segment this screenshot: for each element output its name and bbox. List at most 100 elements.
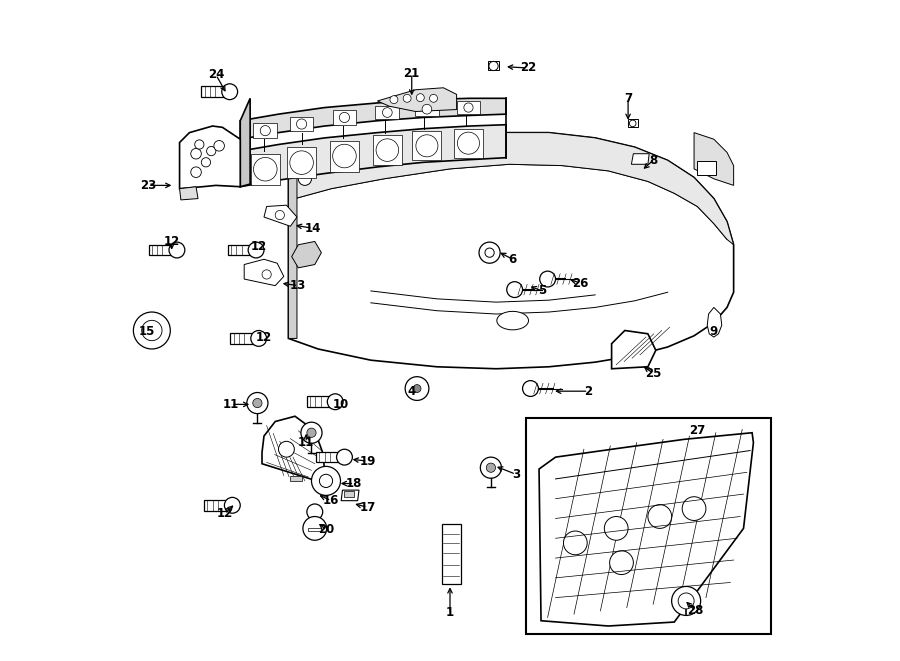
Text: 13: 13 xyxy=(290,279,306,292)
Circle shape xyxy=(262,270,271,279)
Bar xyxy=(345,491,355,496)
Text: 26: 26 xyxy=(572,276,589,290)
Circle shape xyxy=(339,112,349,122)
Bar xyxy=(333,110,356,125)
Bar xyxy=(287,147,316,178)
Circle shape xyxy=(679,593,694,609)
Polygon shape xyxy=(288,133,734,369)
Bar xyxy=(442,524,461,584)
Text: 22: 22 xyxy=(519,61,536,75)
Bar xyxy=(254,124,277,138)
Text: 10: 10 xyxy=(333,398,349,411)
Bar xyxy=(698,161,716,175)
Circle shape xyxy=(224,497,240,513)
Text: 4: 4 xyxy=(408,385,416,398)
Circle shape xyxy=(275,210,284,219)
Polygon shape xyxy=(240,98,506,139)
Text: 6: 6 xyxy=(508,253,517,266)
Text: 12: 12 xyxy=(164,235,180,248)
Circle shape xyxy=(328,394,343,410)
Polygon shape xyxy=(288,169,297,338)
Polygon shape xyxy=(628,120,638,128)
Circle shape xyxy=(479,242,500,263)
Circle shape xyxy=(481,457,501,479)
Circle shape xyxy=(248,242,264,258)
Bar xyxy=(251,154,280,184)
Circle shape xyxy=(507,282,523,297)
Circle shape xyxy=(671,586,701,615)
Circle shape xyxy=(320,475,333,487)
Polygon shape xyxy=(489,61,500,70)
Polygon shape xyxy=(240,125,506,186)
Circle shape xyxy=(390,96,398,104)
Bar xyxy=(454,129,483,158)
Bar xyxy=(148,245,175,255)
Polygon shape xyxy=(612,330,656,369)
Circle shape xyxy=(403,95,411,102)
Circle shape xyxy=(376,139,399,161)
Polygon shape xyxy=(244,259,284,286)
Circle shape xyxy=(214,141,224,151)
Circle shape xyxy=(191,149,202,159)
Circle shape xyxy=(298,173,311,185)
Bar xyxy=(202,87,228,97)
Circle shape xyxy=(413,385,421,393)
Bar xyxy=(415,102,439,116)
Text: 18: 18 xyxy=(346,477,363,490)
Circle shape xyxy=(417,94,424,102)
Polygon shape xyxy=(264,205,297,226)
Circle shape xyxy=(307,428,316,438)
Text: 7: 7 xyxy=(624,92,632,105)
Polygon shape xyxy=(308,528,321,531)
Polygon shape xyxy=(180,186,198,200)
Text: 20: 20 xyxy=(318,524,334,536)
Circle shape xyxy=(253,399,262,408)
Text: 17: 17 xyxy=(359,501,375,514)
Text: 2: 2 xyxy=(584,385,592,398)
Bar xyxy=(330,141,359,172)
Bar xyxy=(412,132,441,161)
Polygon shape xyxy=(291,476,302,481)
Circle shape xyxy=(207,147,216,156)
Circle shape xyxy=(382,108,392,118)
Text: 11: 11 xyxy=(223,398,239,411)
Text: 12: 12 xyxy=(250,239,266,253)
Bar xyxy=(230,333,256,344)
Circle shape xyxy=(485,248,494,257)
Circle shape xyxy=(609,551,634,574)
Text: 14: 14 xyxy=(304,221,321,235)
Circle shape xyxy=(260,126,270,136)
Circle shape xyxy=(254,157,277,181)
Circle shape xyxy=(191,167,202,177)
Polygon shape xyxy=(377,88,456,112)
Text: 24: 24 xyxy=(208,68,224,81)
Circle shape xyxy=(202,158,211,167)
Polygon shape xyxy=(180,126,240,188)
Circle shape xyxy=(422,104,432,114)
Bar xyxy=(307,397,333,407)
Bar xyxy=(290,117,313,132)
Bar xyxy=(526,418,771,634)
Text: 11: 11 xyxy=(298,436,314,449)
Circle shape xyxy=(429,95,437,102)
Circle shape xyxy=(682,496,706,520)
Circle shape xyxy=(405,377,429,401)
Text: 23: 23 xyxy=(140,179,156,192)
Circle shape xyxy=(278,442,294,457)
Circle shape xyxy=(333,144,356,168)
Text: 25: 25 xyxy=(645,367,662,380)
Text: 9: 9 xyxy=(710,325,718,338)
Circle shape xyxy=(540,271,555,287)
Circle shape xyxy=(523,381,538,397)
Circle shape xyxy=(629,120,636,127)
Bar xyxy=(316,452,343,463)
Text: 8: 8 xyxy=(649,154,657,167)
Text: 5: 5 xyxy=(538,284,546,297)
Text: 21: 21 xyxy=(403,67,420,80)
Circle shape xyxy=(563,531,587,555)
Text: 28: 28 xyxy=(688,604,704,617)
Circle shape xyxy=(141,321,162,340)
Circle shape xyxy=(133,312,170,349)
Polygon shape xyxy=(694,133,733,185)
Text: 16: 16 xyxy=(323,494,339,507)
